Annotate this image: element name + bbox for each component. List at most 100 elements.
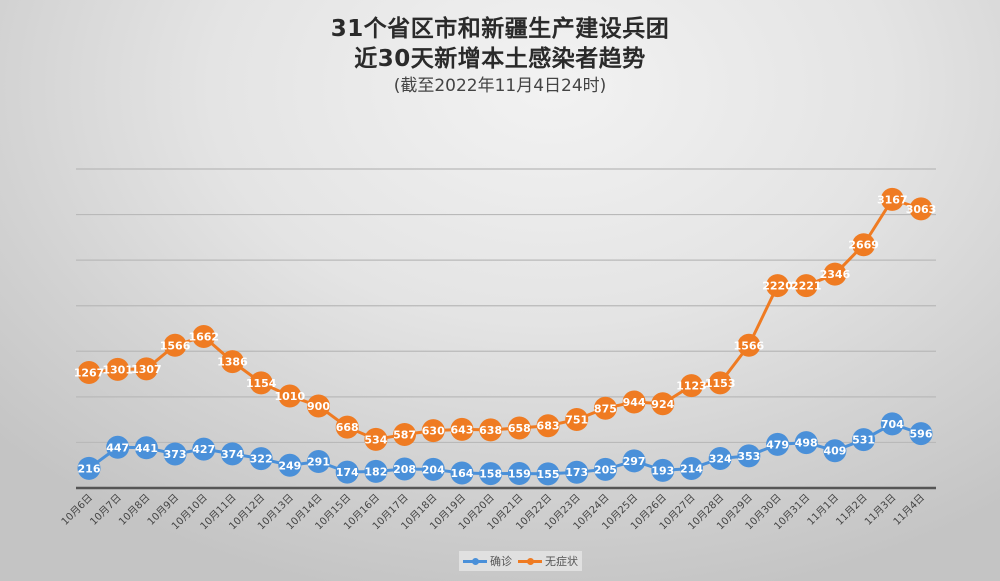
data-point-marker[interactable] xyxy=(106,357,130,381)
data-point-marker[interactable] xyxy=(593,396,617,420)
legend-item-confirmed[interactable]: 确诊 xyxy=(463,553,512,569)
data-label: 441 xyxy=(135,442,158,455)
data-point-marker[interactable] xyxy=(679,456,703,480)
data-point-marker[interactable] xyxy=(450,417,474,441)
data-point-marker[interactable] xyxy=(134,357,158,381)
data-point-marker[interactable] xyxy=(565,460,589,484)
legend-asymptomatic-dot xyxy=(527,557,534,565)
data-point-marker[interactable] xyxy=(278,384,302,408)
data-label: 216 xyxy=(78,462,101,475)
data-label: 1153 xyxy=(705,377,736,390)
data-label: 668 xyxy=(336,421,359,434)
data-point-marker[interactable] xyxy=(622,449,646,473)
data-label: 638 xyxy=(479,424,502,437)
data-point-marker[interactable] xyxy=(163,442,187,466)
data-point-marker[interactable] xyxy=(364,427,388,451)
data-point-marker[interactable] xyxy=(823,439,847,463)
data-point-marker[interactable] xyxy=(708,446,732,470)
legend-label-asymptomatic: 无症状 xyxy=(545,555,578,568)
data-point-marker[interactable] xyxy=(852,233,876,257)
data-point-marker[interactable] xyxy=(77,361,101,385)
data-point-marker[interactable] xyxy=(393,422,417,446)
data-point-marker[interactable] xyxy=(708,371,732,395)
data-point-marker[interactable] xyxy=(450,461,474,485)
data-label: 353 xyxy=(737,450,760,463)
data-label: 204 xyxy=(422,463,445,476)
data-point-marker[interactable] xyxy=(794,274,818,298)
data-label: 944 xyxy=(623,396,646,409)
chart-title-block: 31个省区市和新疆生产建设兵团 近30天新增本土感染者趋势 (截至2022年11… xyxy=(0,14,1000,97)
data-point-marker[interactable] xyxy=(479,418,503,442)
data-label: 427 xyxy=(192,443,215,456)
data-point-marker[interactable] xyxy=(192,325,216,349)
data-point-marker[interactable] xyxy=(77,456,101,480)
x-axis-labels: 10月6日10月7日10月8日10月9日10月10日10月11日10月12日10… xyxy=(59,492,927,533)
data-point-marker[interactable] xyxy=(880,187,904,211)
data-point-marker[interactable] xyxy=(335,415,359,439)
data-point-marker[interactable] xyxy=(766,274,790,298)
data-point-marker[interactable] xyxy=(106,435,130,459)
data-point-marker[interactable] xyxy=(852,428,876,452)
data-label: 1267 xyxy=(74,367,105,380)
data-point-marker[interactable] xyxy=(307,394,331,418)
data-point-marker[interactable] xyxy=(565,408,589,432)
data-point-marker[interactable] xyxy=(794,431,818,455)
legend-label-confirmed: 确诊 xyxy=(490,555,512,568)
data-point-marker[interactable] xyxy=(421,419,445,443)
data-label: 205 xyxy=(594,463,617,476)
data-point-marker[interactable] xyxy=(737,444,761,468)
data-point-marker[interactable] xyxy=(479,462,503,486)
data-label: 164 xyxy=(450,467,473,480)
data-point-marker[interactable] xyxy=(909,422,933,446)
data-label: 1662 xyxy=(188,331,219,344)
data-point-marker[interactable] xyxy=(249,371,273,395)
data-point-marker[interactable] xyxy=(880,412,904,436)
data-label: 1010 xyxy=(275,390,306,403)
data-point-marker[interactable] xyxy=(536,462,560,486)
legend: 确诊 无症状 xyxy=(459,551,582,571)
x-tick-label: 11月4日 xyxy=(891,492,927,528)
data-label: 374 xyxy=(221,448,244,461)
data-label: 900 xyxy=(307,400,330,413)
data-point-marker[interactable] xyxy=(679,374,703,398)
data-point-marker[interactable] xyxy=(278,453,302,477)
data-point-marker[interactable] xyxy=(421,457,445,481)
data-point-marker[interactable] xyxy=(307,449,331,473)
data-point-marker[interactable] xyxy=(593,457,617,481)
data-point-marker[interactable] xyxy=(823,262,847,286)
data-point-marker[interactable] xyxy=(220,442,244,466)
data-label: 291 xyxy=(307,455,330,468)
data-point-marker[interactable] xyxy=(766,432,790,456)
data-point-marker[interactable] xyxy=(909,197,933,221)
data-label: 193 xyxy=(651,464,674,477)
data-label: 875 xyxy=(594,402,617,415)
data-point-marker[interactable] xyxy=(507,462,531,486)
data-label: 249 xyxy=(278,459,301,472)
data-point-marker[interactable] xyxy=(651,392,675,416)
data-point-marker[interactable] xyxy=(192,437,216,461)
data-point-marker[interactable] xyxy=(622,390,646,414)
data-point-marker[interactable] xyxy=(364,459,388,483)
data-point-marker[interactable] xyxy=(249,447,273,471)
data-label: 158 xyxy=(479,468,502,481)
data-point-marker[interactable] xyxy=(536,414,560,438)
data-point-marker[interactable] xyxy=(134,436,158,460)
chart-title-line-1: 31个省区市和新疆生产建设兵团 xyxy=(330,16,670,42)
data-point-marker[interactable] xyxy=(220,350,244,374)
data-point-marker[interactable] xyxy=(651,458,675,482)
data-label: 3063 xyxy=(906,203,937,216)
data-label: 373 xyxy=(164,448,187,461)
data-series: 216 447 441 373 427 374 322 249 291 174 182 208 204 1… xyxy=(74,187,937,486)
data-point-marker[interactable] xyxy=(163,333,187,357)
legend-item-asymptomatic[interactable]: 无症状 xyxy=(518,553,578,569)
data-point-marker[interactable] xyxy=(507,416,531,440)
data-label: 479 xyxy=(766,438,789,451)
data-label: 155 xyxy=(537,468,560,481)
data-point-marker[interactable] xyxy=(335,460,359,484)
data-label: 531 xyxy=(852,434,875,447)
data-label: 751 xyxy=(565,414,588,427)
data-point-marker[interactable] xyxy=(737,333,761,357)
data-point-marker[interactable] xyxy=(393,457,417,481)
data-label: 498 xyxy=(795,437,818,450)
chart-subtitle: (截至2022年11月4日24时) xyxy=(393,76,607,96)
